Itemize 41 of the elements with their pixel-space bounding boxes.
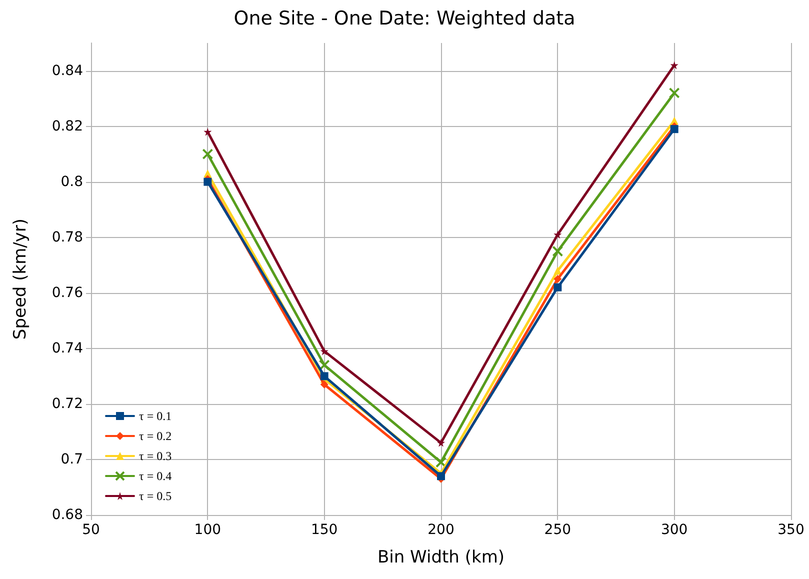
legend-label: τ = 0.5	[139, 489, 172, 503]
x-tick-label: 50	[82, 522, 100, 538]
chart-title: One Site - One Date: Weighted data	[234, 8, 576, 30]
y-tick-label: 0.78	[52, 229, 83, 246]
point	[318, 360, 330, 371]
y-tick-label: 0.72	[52, 396, 83, 412]
point	[437, 472, 445, 480]
x-tick-label: 250	[544, 522, 572, 538]
point	[554, 230, 562, 239]
x-tick-label: 100	[194, 522, 222, 538]
x-tick-label: 350	[778, 522, 804, 538]
point	[436, 456, 446, 468]
legend-label: τ = 0.2	[139, 429, 172, 443]
y-tick-label: 0.8	[60, 174, 83, 190]
x-tick-label: 150	[310, 522, 338, 538]
point	[670, 61, 678, 70]
y-tick-label: 0.7	[60, 451, 83, 468]
y-tick-label: 0.76	[52, 284, 84, 301]
point	[320, 372, 328, 380]
y-axis-title: Speed (km/yr)	[10, 218, 30, 340]
legend-label: τ = 0.4	[139, 469, 172, 483]
y-tick-label: 0.68	[52, 507, 83, 523]
x-tick-label: 200	[428, 522, 454, 538]
point	[554, 275, 562, 283]
y-tick-label: 0.82	[52, 118, 83, 134]
point	[552, 246, 564, 257]
point	[554, 283, 562, 292]
legend-label: τ = 0.3	[139, 449, 172, 463]
point	[670, 125, 678, 134]
point	[204, 178, 212, 186]
x-axis-title: Bin Width (km)	[377, 548, 505, 568]
legend-label: τ = 0.1	[139, 409, 172, 423]
point	[204, 128, 212, 136]
y-tick-label: 0.84	[52, 62, 84, 79]
point	[202, 148, 214, 160]
x-tick-label: 300	[660, 522, 688, 538]
y-tick-label: 0.74	[52, 340, 84, 356]
point	[320, 347, 328, 356]
point	[437, 438, 445, 447]
point	[320, 380, 328, 389]
point	[668, 87, 680, 98]
